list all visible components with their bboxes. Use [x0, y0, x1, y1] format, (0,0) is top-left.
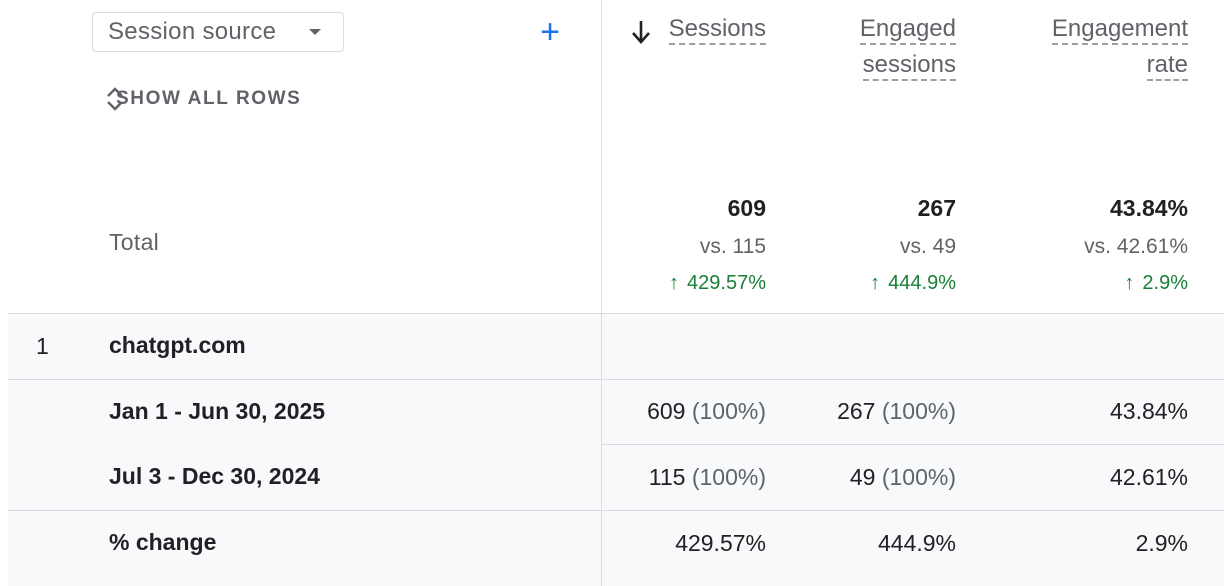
total-sessions: 609	[727, 195, 766, 221]
period2-sessions: 115 (100%)	[648, 464, 766, 490]
show-all-rows-label: SHOW ALL ROWS	[116, 88, 302, 109]
change-rate: 2.9%	[1135, 530, 1188, 556]
show-all-rows-button[interactable]: SHOW ALL ROWS	[104, 84, 300, 114]
column-header-engaged-line2: sessions	[862, 51, 956, 81]
change-sessions: 429.57%	[675, 530, 766, 556]
total-rate-vs: vs. 42.61%	[1084, 235, 1188, 258]
total-sessions-change: ↑ 429.57%	[669, 272, 766, 294]
dimension-select[interactable]: Session source	[92, 12, 344, 52]
period1-label: Jan 1 - Jun 30, 2025	[109, 398, 326, 424]
column-header-sessions[interactable]: Sessions	[660, 11, 766, 47]
column-header-engaged-line1: Engaged	[859, 15, 956, 45]
total-engaged-change: ↑ 444.9%	[870, 272, 956, 294]
row-source-name: chatgpt.com	[109, 332, 246, 358]
column-header-engagement-rate[interactable]: Engagement rate	[1030, 11, 1188, 83]
total-rate: 43.84%	[1109, 195, 1188, 221]
total-engaged: 267	[917, 195, 956, 221]
arrow-up-icon: ↑	[669, 272, 680, 294]
sort-arrow-down-icon[interactable]	[630, 18, 652, 46]
arrow-up-icon: ↑	[870, 272, 881, 294]
dimension-select-label: Session source	[108, 18, 277, 45]
table-row	[8, 380, 1224, 510]
add-dimension-button[interactable]: +	[540, 13, 560, 51]
row-index: 1	[36, 333, 49, 359]
expand-collapse-icon	[107, 87, 123, 111]
period2-label: Jul 3 - Dec 30, 2024	[109, 463, 320, 489]
chevron-down-icon	[309, 29, 321, 35]
change-label: % change	[109, 529, 217, 555]
period2-rate: 42.61%	[1109, 464, 1188, 490]
period2-engaged: 49 (100%)	[849, 464, 956, 490]
table-row	[8, 313, 1224, 379]
column-header-rate-line1: Engagement	[1051, 15, 1188, 45]
table-row	[8, 511, 1224, 586]
column-header-rate-line2: rate	[1146, 51, 1188, 81]
total-label: Total	[109, 229, 160, 255]
total-rate-change: ↑ 2.9%	[1124, 272, 1188, 294]
period1-sessions: 609 (100%)	[647, 398, 766, 424]
period1-engaged: 267 (100%)	[837, 398, 956, 424]
total-sessions-vs: vs. 115	[699, 235, 766, 258]
change-engaged: 444.9%	[877, 530, 956, 556]
period1-rate: 43.84%	[1109, 398, 1188, 424]
arrow-up-icon: ↑	[1124, 272, 1135, 294]
column-header-sessions-label: Sessions	[668, 15, 766, 45]
column-header-engaged-sessions[interactable]: Engaged sessions	[830, 11, 956, 83]
total-engaged-vs: vs. 49	[899, 235, 956, 258]
